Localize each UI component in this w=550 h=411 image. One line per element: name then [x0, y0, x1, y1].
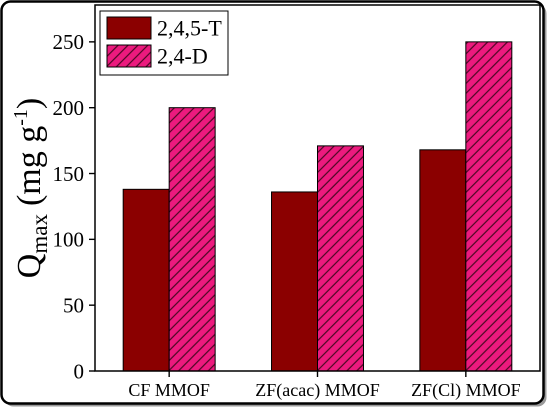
x-tick-label-zf-cl-mmof: ZF(Cl) MMOF [411, 380, 521, 401]
y-tick-label: 150 [53, 162, 85, 186]
bar-2-4-d-zf-cl-mmof [465, 41, 513, 372]
y-axis-label-base: Q [11, 254, 48, 279]
y-tick-label: 50 [63, 294, 84, 318]
y-axis-label-subscript: max [27, 214, 52, 254]
x-tick-label-zf-acac-mmof: ZF(acac) MMOF [255, 380, 379, 401]
y-axis-label-unit-superscript: -1 [10, 109, 32, 126]
y-tick-label: 250 [53, 30, 85, 54]
legend-swatch-2-4-d [106, 44, 152, 68]
bar-2-4-5-t-cf-mmof [122, 188, 170, 372]
bar-2-4-5-t-zf-cl-mmof [419, 149, 467, 372]
legend: 2,4,5-T 2,4-D [99, 10, 229, 76]
legend-label-2-4-5-t: 2,4,5-T [157, 16, 222, 41]
y-tick-label: 200 [53, 96, 85, 120]
x-axis: CF MMOF ZF(acac) MMOF ZF(Cl) MMOF [128, 371, 521, 401]
y-tick-label: 100 [53, 228, 85, 252]
y-axis-label: Qmax (mg g-1) [10, 98, 52, 278]
legend-swatch-2-4-5-t [106, 16, 152, 40]
y-tick-label: 0 [74, 359, 85, 383]
x-tick-label-cf-mmof: CF MMOF [128, 380, 210, 400]
legend-label-2-4-d: 2,4-D [157, 44, 208, 69]
bar-2-4-d-cf-mmof [168, 107, 216, 372]
y-axis-label-unit: (mg g [11, 126, 48, 206]
bar-2-4-d-zf-acac-mmof [317, 145, 364, 372]
bars-layer [122, 41, 513, 372]
y-axis-label-unit-close: ) [11, 98, 48, 109]
bar-2-4-5-t-zf-acac-mmof [271, 191, 318, 372]
y-axis: 0 50 100 150 200 250 [53, 30, 95, 383]
